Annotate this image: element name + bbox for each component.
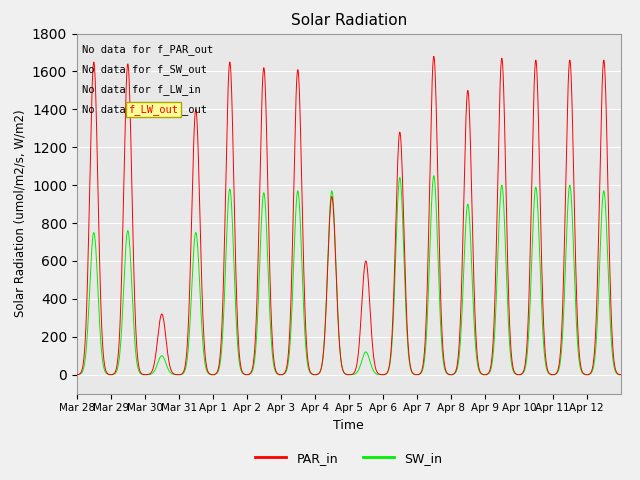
Legend: PAR_in, SW_in: PAR_in, SW_in xyxy=(250,447,447,469)
Text: No data for f_SW_out: No data for f_SW_out xyxy=(82,64,207,75)
Text: No data for f_LW_in: No data for f_LW_in xyxy=(82,84,201,95)
Text: No data for f_PAR_out: No data for f_PAR_out xyxy=(82,44,214,55)
X-axis label: Time: Time xyxy=(333,419,364,432)
Text: f_LW_out: f_LW_out xyxy=(129,104,179,115)
Text: No data for f_LW_out: No data for f_LW_out xyxy=(82,104,207,115)
Title: Solar Radiation: Solar Radiation xyxy=(291,13,407,28)
Y-axis label: Solar Radiation (umol/m2/s, W/m2): Solar Radiation (umol/m2/s, W/m2) xyxy=(13,110,26,317)
